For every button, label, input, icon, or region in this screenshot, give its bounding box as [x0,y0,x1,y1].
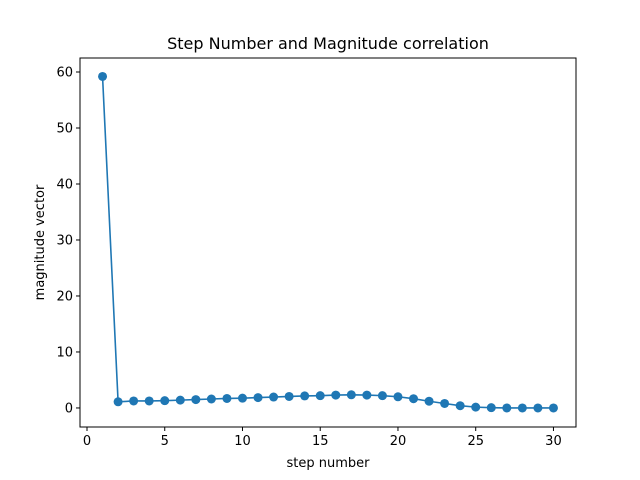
data-point [144,396,154,406]
x-tick-label: 30 [545,434,562,449]
x-tick-label: 10 [234,434,251,449]
y-tick-label: 20 [56,289,73,304]
y-tick-label: 0 [65,401,73,416]
x-tick-label: 15 [312,434,329,449]
y-axis-label: magnitude vector [33,184,48,300]
data-point [160,396,170,406]
data-point [331,390,341,400]
data-point [377,391,387,401]
y-tick-label: 60 [56,65,73,80]
plot-area-frame [79,57,577,428]
x-tick-label: 0 [83,434,91,449]
data-point [129,396,139,406]
data-point [502,403,512,413]
data-point [253,393,263,403]
data-point [486,403,496,413]
data-point [269,392,279,402]
series-layer [98,71,558,413]
data-point [409,394,419,404]
x-tick-label: 5 [161,434,169,449]
y-tick-label: 50 [56,121,73,136]
data-point [175,395,185,405]
x-axis-label: step number [287,456,371,471]
data-point [393,392,403,402]
data-point [98,71,108,81]
data-point [455,401,465,411]
data-point [191,395,201,405]
series-line [101,76,554,409]
data-point [471,402,481,412]
data-point [440,398,450,408]
data-point [315,391,325,401]
y-tick-label: 30 [56,233,73,248]
data-point [533,403,543,413]
data-point [517,403,527,413]
chart-title: Step Number and Magnitude correlation [167,34,489,53]
data-point [346,390,356,400]
data-point [362,390,372,400]
x-tick-label: 20 [390,434,407,449]
x-axis: 0 5 10 15 20 25 30 [83,427,562,449]
data-point [548,403,558,413]
y-axis: 0 10 20 30 40 50 60 [56,65,80,416]
y-tick-label: 10 [56,345,73,360]
data-point [284,391,294,401]
data-point [300,391,310,401]
data-point [237,393,247,403]
data-point [113,397,123,407]
x-tick-label: 25 [467,434,484,449]
y-tick-label: 40 [56,177,73,192]
data-point [222,393,232,403]
data-point [424,396,434,406]
data-point [206,394,216,404]
